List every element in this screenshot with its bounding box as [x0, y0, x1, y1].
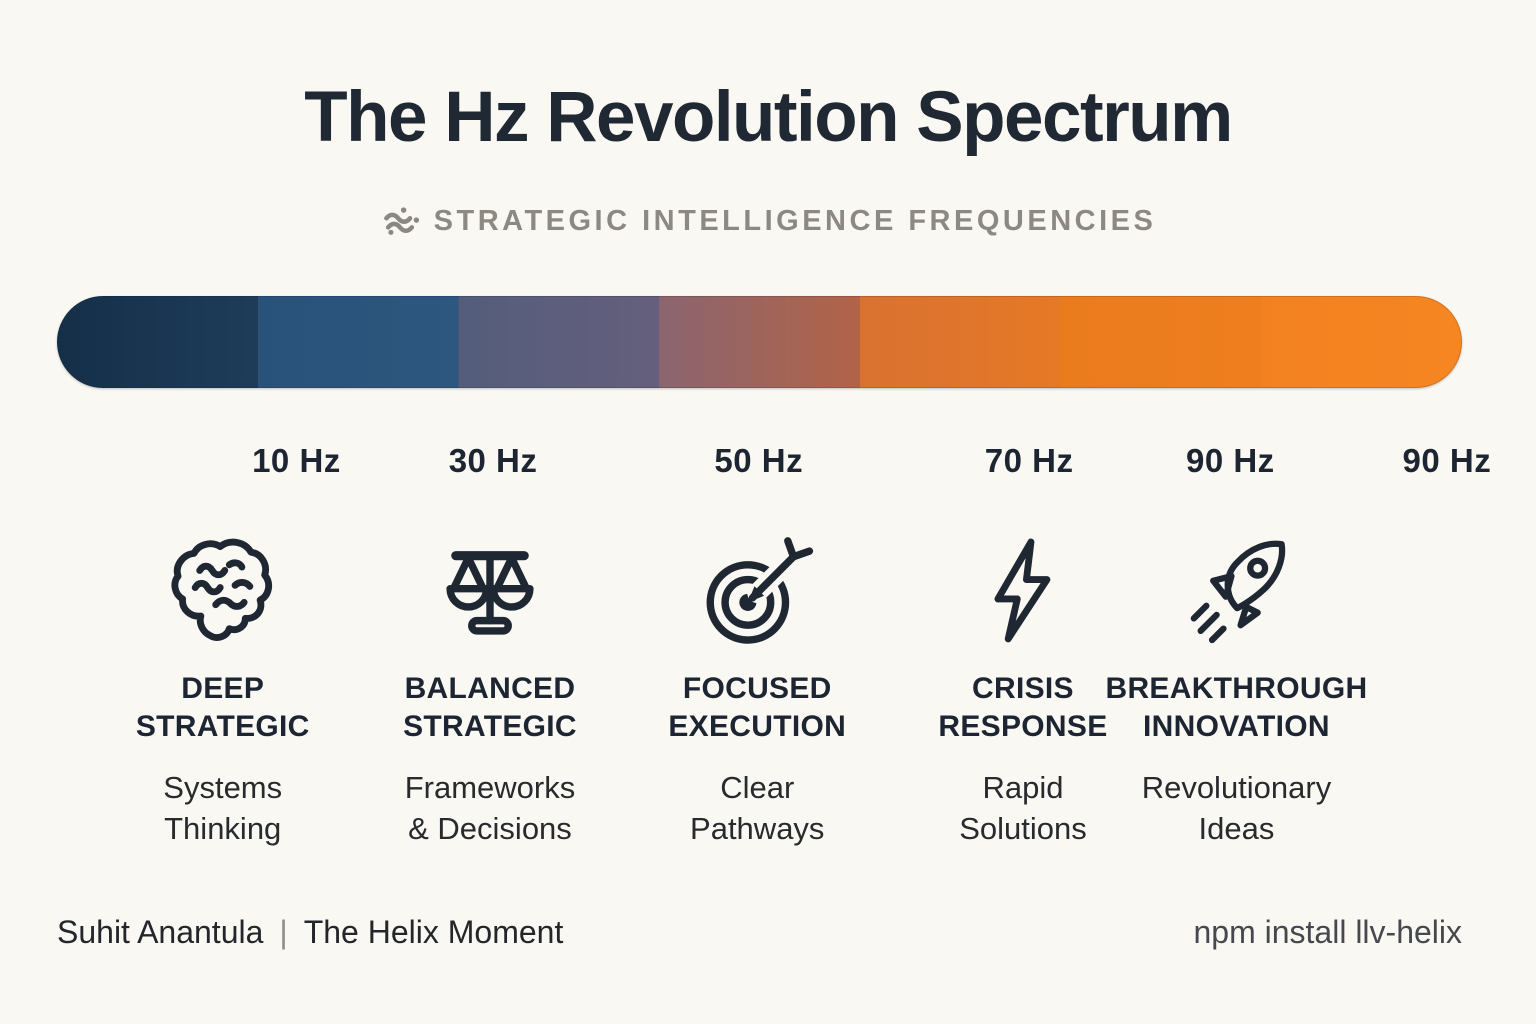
- page-subtitle: STRATEGIC INTELLIGENCE FREQUENCIES: [433, 205, 1157, 237]
- target-icon: [700, 530, 814, 652]
- category-column-balanced-strategic: BALANCED STRATEGIC Frameworks & Decision…: [375, 530, 605, 849]
- tick-label: 30 Hz: [448, 442, 538, 479]
- spectrum-bar: [57, 296, 1462, 388]
- category-name: BREAKTHROUGH INNOVATION: [1105, 672, 1368, 744]
- category-name: CRISIS RESPONSE: [938, 672, 1108, 744]
- frequency-waves-icon: [383, 207, 419, 236]
- tick-label: 90 Hz: [1402, 442, 1492, 479]
- footer-credit: Suhit Anantula | The Helix Moment: [57, 913, 563, 951]
- footer-separator: |: [279, 914, 288, 950]
- category-description: Revolutionary Ideas: [1141, 769, 1332, 846]
- category-column-crisis-response: CRISIS RESPONSE Rapid Solutions: [918, 530, 1128, 849]
- tick-label: 70 Hz: [984, 442, 1074, 479]
- category-column-breakthrough-innovation: BREAKTHROUGH INNOVATION Revolutionary Id…: [1096, 530, 1376, 849]
- footer-command: npm install llv-helix: [1193, 914, 1462, 950]
- lightning-icon: [966, 530, 1080, 652]
- rocket-icon: [1179, 530, 1293, 652]
- category-name: DEEP STRATEGIC: [135, 672, 310, 744]
- category-description: Systems Thinking: [163, 769, 283, 846]
- category-column-focused-execution: FOCUSED EXECUTION Clear Pathways: [642, 530, 872, 849]
- tick-label: 10 Hz: [252, 442, 341, 479]
- footer-brand: The Helix Moment: [303, 914, 564, 950]
- category-description: Frameworks & Decisions: [404, 769, 576, 846]
- category-name: FOCUSED EXECUTION: [668, 672, 847, 744]
- tick-label: 50 Hz: [714, 442, 804, 479]
- category-description: Rapid Solutions: [959, 769, 1087, 846]
- brain-icon: [166, 530, 280, 652]
- tick-label: 90 Hz: [1185, 442, 1275, 479]
- category-name: BALANCED STRATEGIC: [403, 672, 577, 744]
- footer-author: Suhit Anantula: [57, 914, 264, 950]
- category-description: Clear Pathways: [690, 769, 825, 846]
- category-column-deep-strategic: DEEP STRATEGIC Systems Thinking: [115, 530, 330, 849]
- subtitle-row: STRATEGIC INTELLIGENCE FREQUENCIES: [0, 204, 1536, 239]
- page-title: The Hz Revolution Spectrum: [304, 78, 1233, 157]
- frequency-ticks: 10 Hz 30 Hz 50 Hz 70 Hz 90 Hz 90 Hz: [0, 444, 1536, 484]
- scales-icon: [433, 530, 547, 652]
